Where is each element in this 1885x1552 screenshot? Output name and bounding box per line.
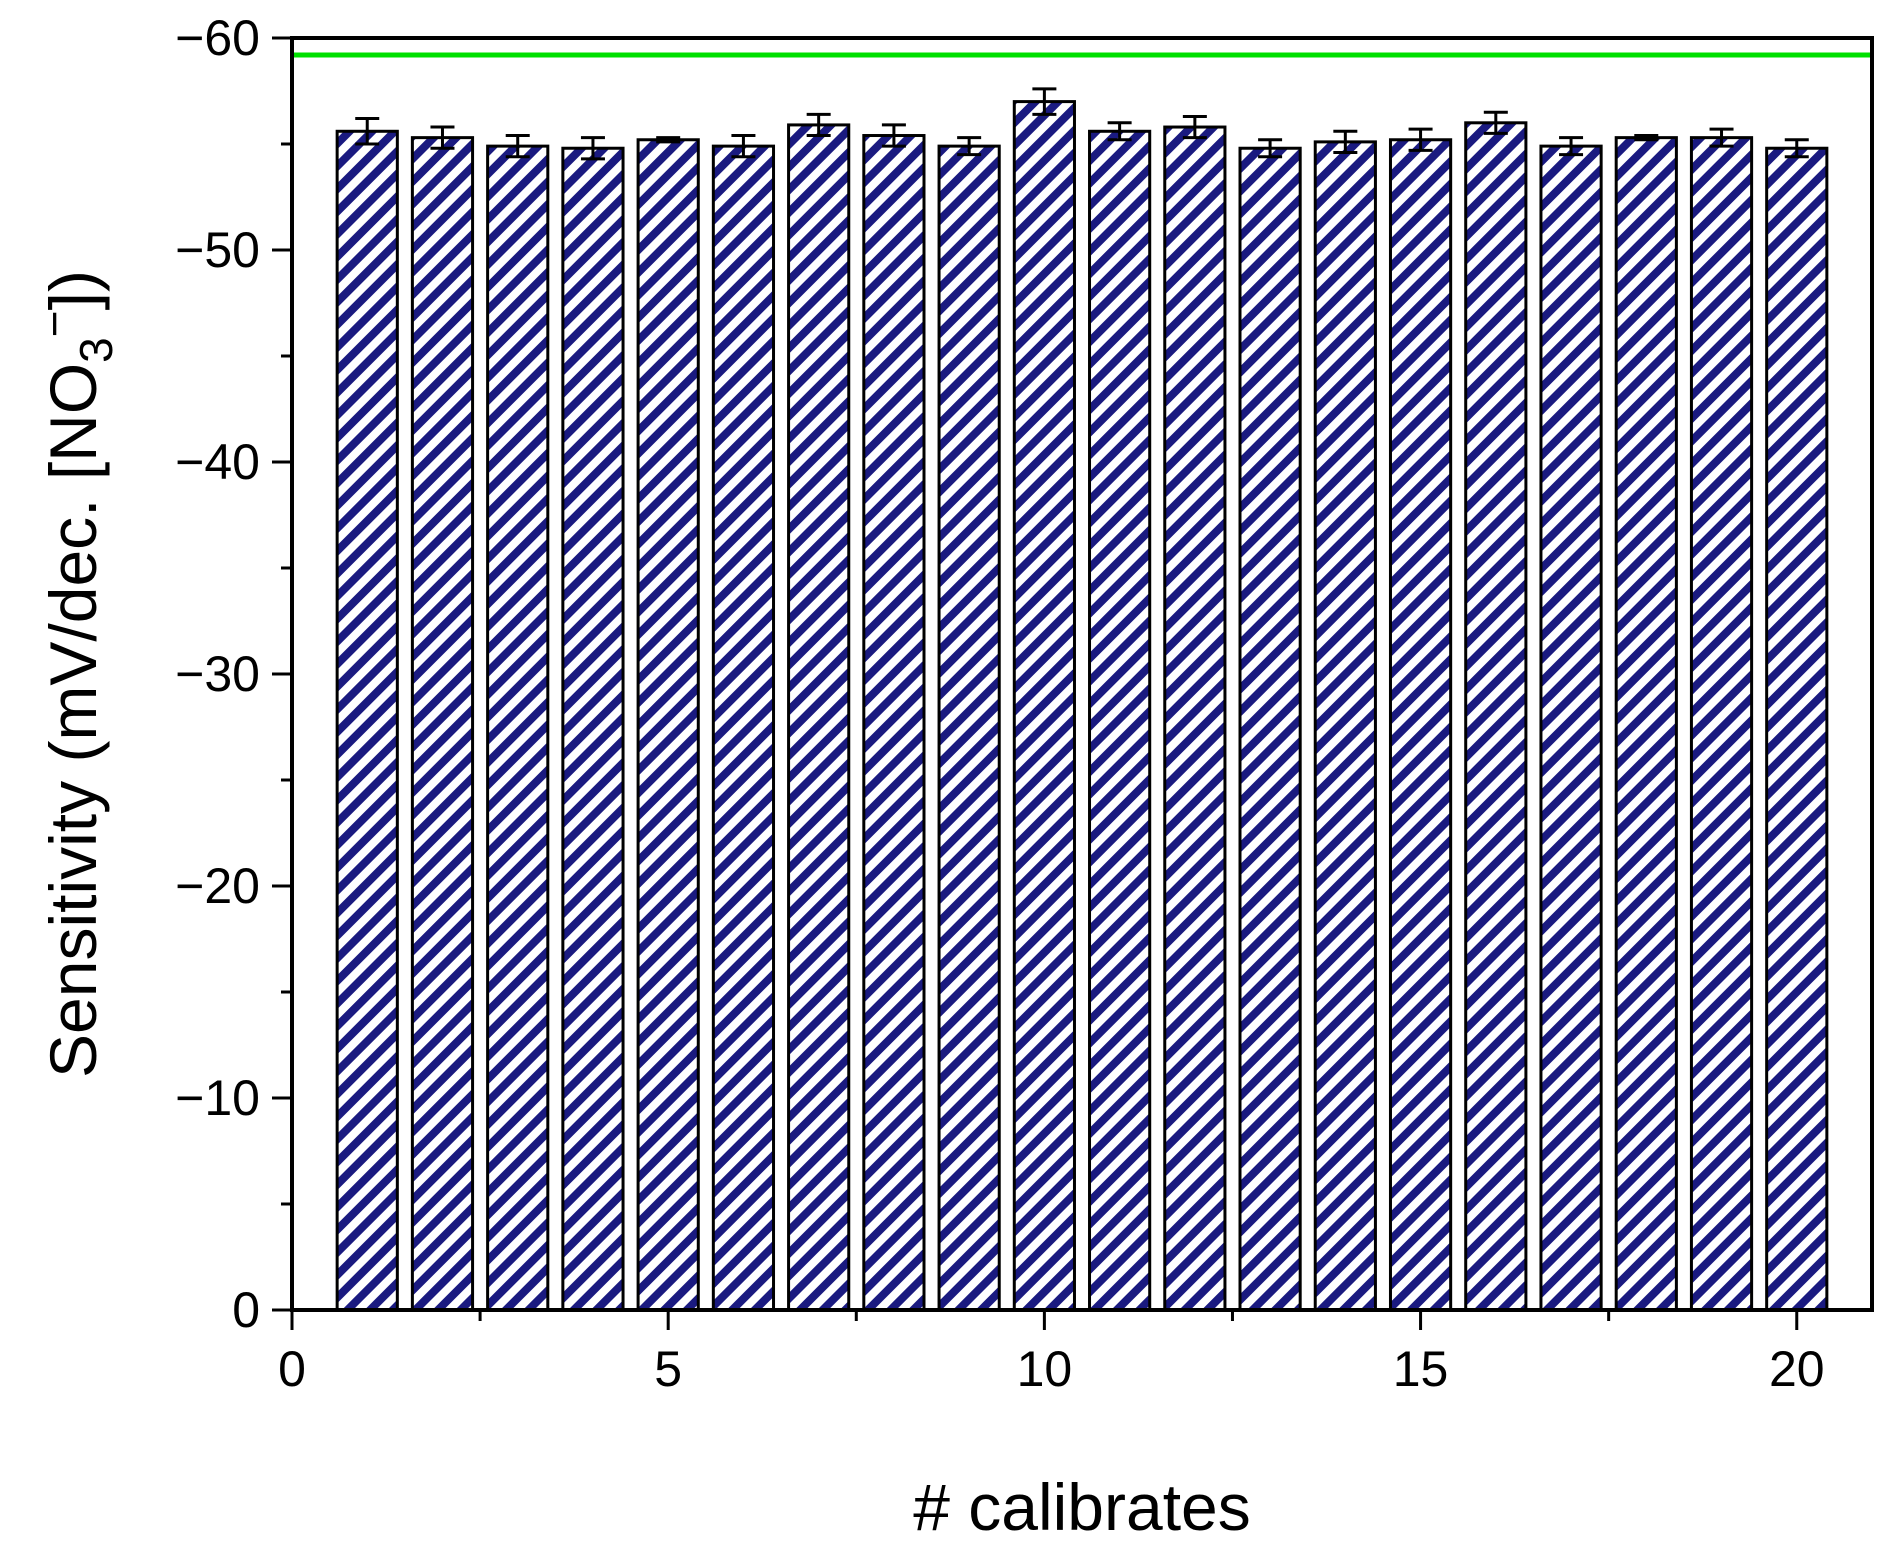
error-bar-2 [430, 125, 455, 150]
y-tick-label: −30 [175, 646, 260, 702]
y-tick-label: −60 [175, 10, 260, 66]
error-bar-10 [1032, 87, 1057, 116]
error-bar-17 [1559, 136, 1584, 157]
error-bar-5 [656, 136, 681, 144]
y-tick-label: −40 [175, 434, 260, 490]
y-tick-label: −10 [175, 1070, 260, 1126]
y-axis-title-suffix: ]) [36, 270, 110, 310]
bar-1 [335, 129, 399, 1312]
bar-18 [1614, 136, 1678, 1312]
error-bar-1 [355, 117, 380, 146]
y-axis-ticks: 0 −10 −20 −30 −40 −50 −60 [175, 10, 292, 1338]
error-bar-3 [505, 134, 530, 159]
error-bars-group [355, 87, 1809, 161]
error-bar-9 [957, 136, 982, 157]
x-axis-ticks: 0 5 10 15 20 [278, 1310, 1825, 1397]
bar-5 [636, 138, 700, 1312]
bar-14 [1313, 140, 1377, 1312]
error-bar-16 [1483, 110, 1508, 135]
bar-4 [561, 146, 625, 1312]
error-bar-19 [1709, 127, 1734, 148]
x-axis-title: # calibrates [913, 1470, 1251, 1544]
error-bar-8 [881, 123, 906, 148]
error-bar-12 [1182, 114, 1207, 140]
bar-20 [1765, 146, 1829, 1312]
error-bar-15 [1408, 127, 1433, 152]
bar-6 [711, 144, 776, 1312]
y-tick-label: −50 [175, 222, 260, 278]
x-tick-label: 0 [278, 1341, 306, 1397]
bar-15 [1388, 138, 1453, 1312]
bar-2 [410, 136, 475, 1312]
y-axis-title: Sensitivity (mV/dec. [NO3−]) [28, 270, 122, 1078]
bar-12 [1163, 125, 1227, 1312]
bar-16 [1464, 121, 1528, 1312]
bar-13 [1238, 146, 1302, 1312]
bar-8 [862, 134, 926, 1312]
error-bar-20 [1784, 138, 1809, 159]
bar-17 [1539, 144, 1603, 1312]
error-bar-11 [1107, 121, 1132, 142]
error-bar-6 [731, 134, 756, 159]
error-bar-18 [1634, 134, 1659, 142]
error-bar-14 [1333, 129, 1358, 154]
bar-3 [486, 144, 550, 1312]
x-tick-label: 5 [654, 1341, 682, 1397]
y-axis-title-prefix: Sensitivity (mV/dec. [NO [36, 363, 110, 1078]
x-tick-label: 10 [1017, 1341, 1073, 1397]
x-tick-label: 15 [1393, 1341, 1449, 1397]
bars-group [335, 100, 1829, 1312]
y-tick-label: 0 [232, 1282, 260, 1338]
error-bar-13 [1258, 138, 1283, 159]
bar-11 [1088, 129, 1152, 1312]
y-tick-label: −20 [175, 858, 260, 914]
y-axis-title-superscript: − [28, 310, 80, 337]
error-bar-4 [580, 136, 605, 161]
error-bar-7 [806, 112, 831, 138]
bar-19 [1689, 136, 1754, 1312]
bar-7 [787, 123, 851, 1312]
bar-10 [1012, 100, 1076, 1312]
y-axis-title-subscript: 3 [70, 337, 122, 363]
bar-9 [937, 144, 1001, 1312]
x-tick-label: 20 [1769, 1341, 1825, 1397]
